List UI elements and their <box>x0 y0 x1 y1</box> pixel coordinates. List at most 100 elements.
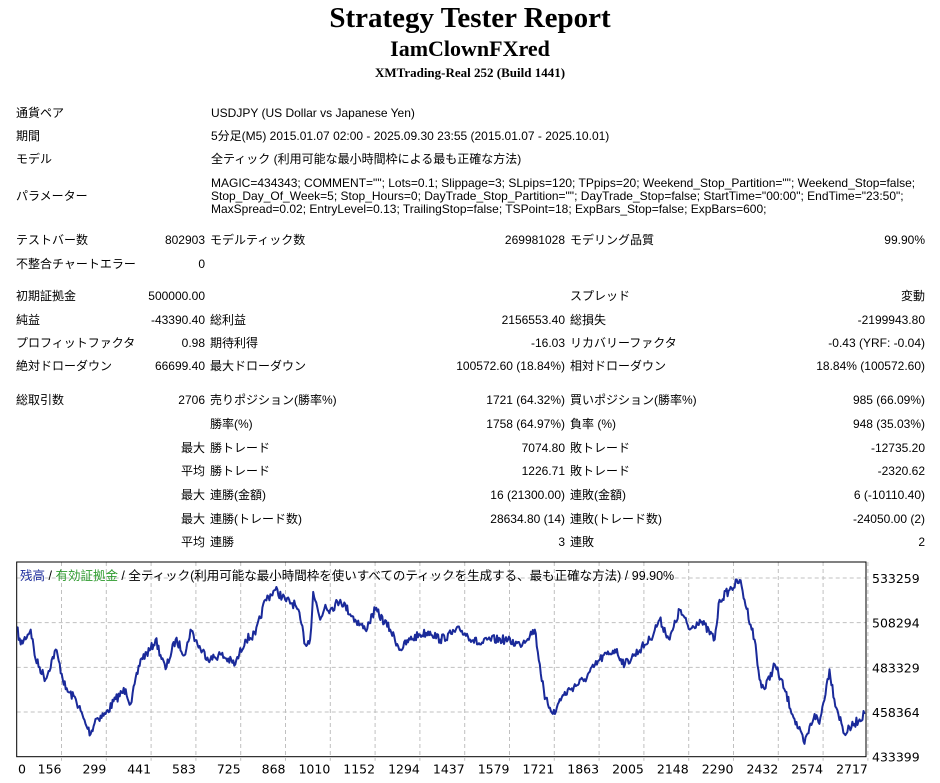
stat-label-3: 相対ドローダウン <box>570 359 667 373</box>
stat-value-2: 100572.60 (18.84%) <box>456 359 565 373</box>
x-tick-label: 1579 <box>478 762 510 777</box>
legend-model: / 全ティック(利用可能な最小時間枠を使いすべてのティックを生成する、最も正確な… <box>117 569 675 583</box>
stat-label-1: 絶対ドローダウン <box>16 359 113 373</box>
y-tick-label: 508294 <box>872 616 920 631</box>
x-tick-label: 1721 <box>522 762 554 777</box>
stat-value-3: 18.84% (100572.60) <box>816 359 925 373</box>
stat-value-3: -12735.20 <box>870 441 925 455</box>
stat-label-2: 勝率(%) <box>210 417 253 431</box>
y-tick-label: 533259 <box>872 571 920 586</box>
stat-label-3: 総損失 <box>570 313 607 327</box>
x-tick-label: 2148 <box>657 762 689 777</box>
params-line: MAGIC=434343; COMMENT=""; Lots=0.1; Slip… <box>211 176 916 190</box>
stat-label-2: 連勝(トレード数) <box>210 512 302 526</box>
stat-value-2: 28634.80 (14) <box>490 512 565 526</box>
stat-label-3: リカバリーファクタ <box>570 336 677 350</box>
stat-label-3: 敗トレード <box>570 464 631 478</box>
symbol-label: 通貨ペア <box>16 106 65 120</box>
stat-value-3: -0.43 (YRF: -0.04) <box>828 336 925 350</box>
symbol-value: USDJPY (US Dollar vs Japanese Yen) <box>211 106 415 120</box>
x-tick-label: 156 <box>38 762 62 777</box>
stat-value-1: 0 <box>198 257 205 271</box>
x-tick-label: 583 <box>172 762 196 777</box>
stat-value-2: 16 (21300.00) <box>490 488 565 502</box>
stat-label-2: 連勝(金額) <box>210 488 266 502</box>
stat-value-1: 最大 <box>180 441 205 455</box>
x-tick-label: 725 <box>217 762 241 777</box>
stat-label-1: 総取引数 <box>16 393 65 407</box>
stat-value-3: 変動 <box>900 289 925 303</box>
stat-label-1: 不整合チャートエラー <box>16 257 136 271</box>
period-value: 5分足(M5) 2015.01.07 02:00 - 2025.09.30 23… <box>211 129 610 143</box>
stat-value-1: 500000.00 <box>148 289 205 303</box>
x-tick-label: 2574 <box>791 762 823 777</box>
stat-label-3: 連敗(トレード数) <box>570 512 662 526</box>
stat-label-3: 敗トレード <box>570 441 631 455</box>
stat-label-3: 連敗 <box>570 535 595 549</box>
x-tick-label: 1863 <box>567 762 599 777</box>
params-value: MAGIC=434343; COMMENT=""; Lots=0.1; Slip… <box>211 177 915 216</box>
stat-value-3: -2320.62 <box>877 464 925 478</box>
stat-label-3: 負率 (%) <box>570 417 616 431</box>
stat-label-2: モデルティック数 <box>210 233 306 247</box>
y-tick-label: 483329 <box>872 660 920 675</box>
stat-value-2: -16.03 <box>530 336 565 350</box>
stat-value-3: 99.90% <box>884 233 925 247</box>
report-title: Strategy Tester Report <box>329 2 611 34</box>
stat-value-2: 269981028 <box>504 233 565 247</box>
params-line: MaxSpread=0.02; EntryLevel=0.13; Trailin… <box>211 202 767 216</box>
legend-sep: / <box>45 569 56 583</box>
stat-label-2: 勝トレード <box>210 441 271 455</box>
params-line: Stop_Day_Of_Week=5; Stop_Hours=0; DayTra… <box>211 189 904 203</box>
stat-value-3: 2 <box>918 535 925 549</box>
stat-value-2: 2156553.40 <box>501 313 565 327</box>
stat-value-1: 最大 <box>180 488 205 502</box>
stat-value-2: 1226.71 <box>521 464 565 478</box>
model-label: モデル <box>16 152 53 166</box>
stat-value-1: 平均 <box>180 464 205 478</box>
stat-label-1: プロフィットファクタ <box>16 336 136 350</box>
x-tick-label: 1294 <box>388 762 420 777</box>
stat-value-2: 1758 (64.97%) <box>486 417 565 431</box>
stat-value-3: -2199943.80 <box>857 313 925 327</box>
params-label: パラメーター <box>16 189 88 203</box>
stat-value-1: 802903 <box>164 233 205 247</box>
legend-equity: 有効証拠金 <box>55 569 118 583</box>
stat-value-1: 2706 <box>178 393 205 407</box>
stat-value-1: 最大 <box>180 512 205 526</box>
stat-label-2: 期待利得 <box>210 336 259 350</box>
stat-value-3: -24050.00 (2) <box>852 512 925 526</box>
x-tick-label: 2432 <box>746 762 778 777</box>
stat-label-2: 総利益 <box>210 313 247 327</box>
stat-value-1: 66699.40 <box>154 359 205 373</box>
stat-label-2: 最大ドローダウン <box>210 359 307 373</box>
stat-label-3: 連敗(金額) <box>570 488 626 502</box>
stat-label-2: 勝トレード <box>210 464 271 478</box>
stat-value-2: 1721 (64.32%) <box>486 393 565 407</box>
stat-label-1: 初期証拠金 <box>16 289 77 303</box>
y-tick-label: 458364 <box>872 705 920 720</box>
x-tick-label: 299 <box>82 762 106 777</box>
y-tick-label: 433399 <box>872 750 920 765</box>
stat-label-3: 買いポジション(勝率%) <box>570 393 697 407</box>
stat-value-2: 3 <box>558 535 565 549</box>
stat-label-3: モデリング品質 <box>570 233 655 247</box>
period-label: 期間 <box>16 129 41 143</box>
model-value: 全ティック (利用可能な最小時間枠による最も正確な方法) <box>211 152 522 166</box>
stat-value-1: 0.98 <box>181 336 205 350</box>
plot-frame <box>16 561 867 758</box>
stat-value-1: 平均 <box>180 535 205 549</box>
x-tick-label: 2717 <box>836 762 868 777</box>
x-tick-label: 1010 <box>298 762 330 777</box>
x-tick-label: 2005 <box>612 762 644 777</box>
stat-label-3: スプレッド <box>570 289 631 303</box>
stat-value-3: 985 (66.09%) <box>852 393 925 407</box>
x-tick-label: 441 <box>127 762 151 777</box>
chart-title: 残高 / 有効証拠金 / 全ティック(利用可能な最小時間枠を使いすべてのティック… <box>20 565 674 584</box>
x-tick-label: 1437 <box>433 762 465 777</box>
stat-value-3: 6 (-10110.40) <box>853 488 925 502</box>
balance-chart: 533259 508294 483329 458364 433399 0 156 299 441… <box>16 561 920 777</box>
x-tick-label: 1152 <box>343 762 375 777</box>
legend-balance: 残高 <box>20 569 46 583</box>
stat-label-1: テストバー数 <box>16 233 89 247</box>
